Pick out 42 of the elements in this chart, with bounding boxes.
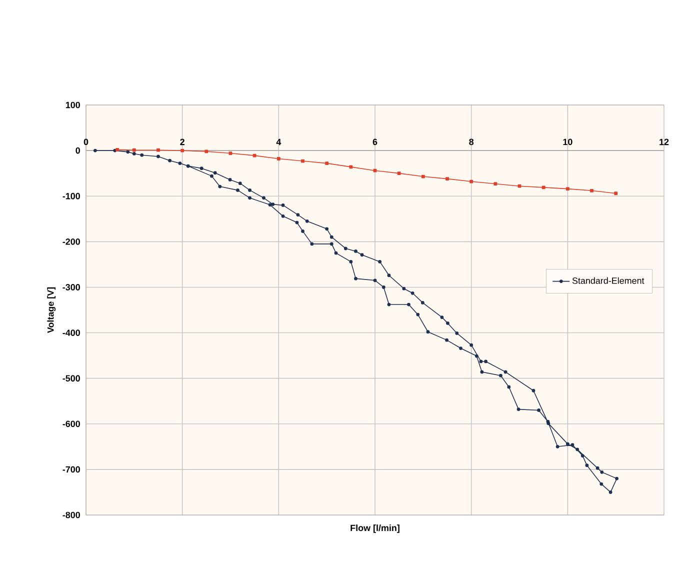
x-tick-label: 4	[276, 138, 282, 146]
point	[590, 188, 594, 192]
point	[397, 172, 401, 176]
point	[156, 148, 160, 152]
point	[373, 168, 377, 172]
point	[132, 148, 136, 152]
point	[301, 159, 304, 163]
point	[116, 148, 120, 152]
y-tick-label: -100	[62, 192, 80, 200]
point	[518, 184, 522, 188]
point	[494, 182, 498, 186]
point	[228, 152, 232, 155]
y-axis-title: Voltage [V]	[47, 287, 56, 334]
point	[180, 148, 184, 152]
y-tick-label: -800	[62, 512, 80, 518]
y-tick-label: -200	[62, 238, 80, 245]
point	[470, 180, 474, 184]
y-tick-label: 100	[66, 102, 80, 108]
y-tick-label: -500	[62, 375, 80, 382]
x-tick-label: 8	[469, 138, 474, 146]
point	[325, 162, 329, 166]
x-tick-label: 10	[563, 138, 572, 146]
point	[349, 165, 353, 169]
y-tick-label: 0	[76, 147, 80, 154]
point	[542, 186, 546, 190]
y-tick-label: -600	[62, 420, 80, 428]
x-tick-label: 0	[84, 138, 88, 146]
point	[204, 150, 208, 154]
point	[276, 157, 280, 160]
y-tick-label: -700	[62, 466, 80, 473]
point	[421, 174, 425, 178]
y-tick-label: -400	[62, 330, 80, 336]
x-axis-title: Flow [l/min]	[350, 524, 400, 533]
x-tick-label: 6	[372, 138, 378, 146]
x-tick-label: 2	[180, 138, 184, 146]
point	[252, 154, 256, 158]
point	[446, 177, 449, 180]
point	[566, 187, 570, 191]
x-tick-label: 12	[660, 138, 669, 146]
y-tick-label: -300	[62, 284, 80, 290]
point	[614, 192, 618, 196]
legend-label: Standard-Element	[572, 277, 644, 284]
